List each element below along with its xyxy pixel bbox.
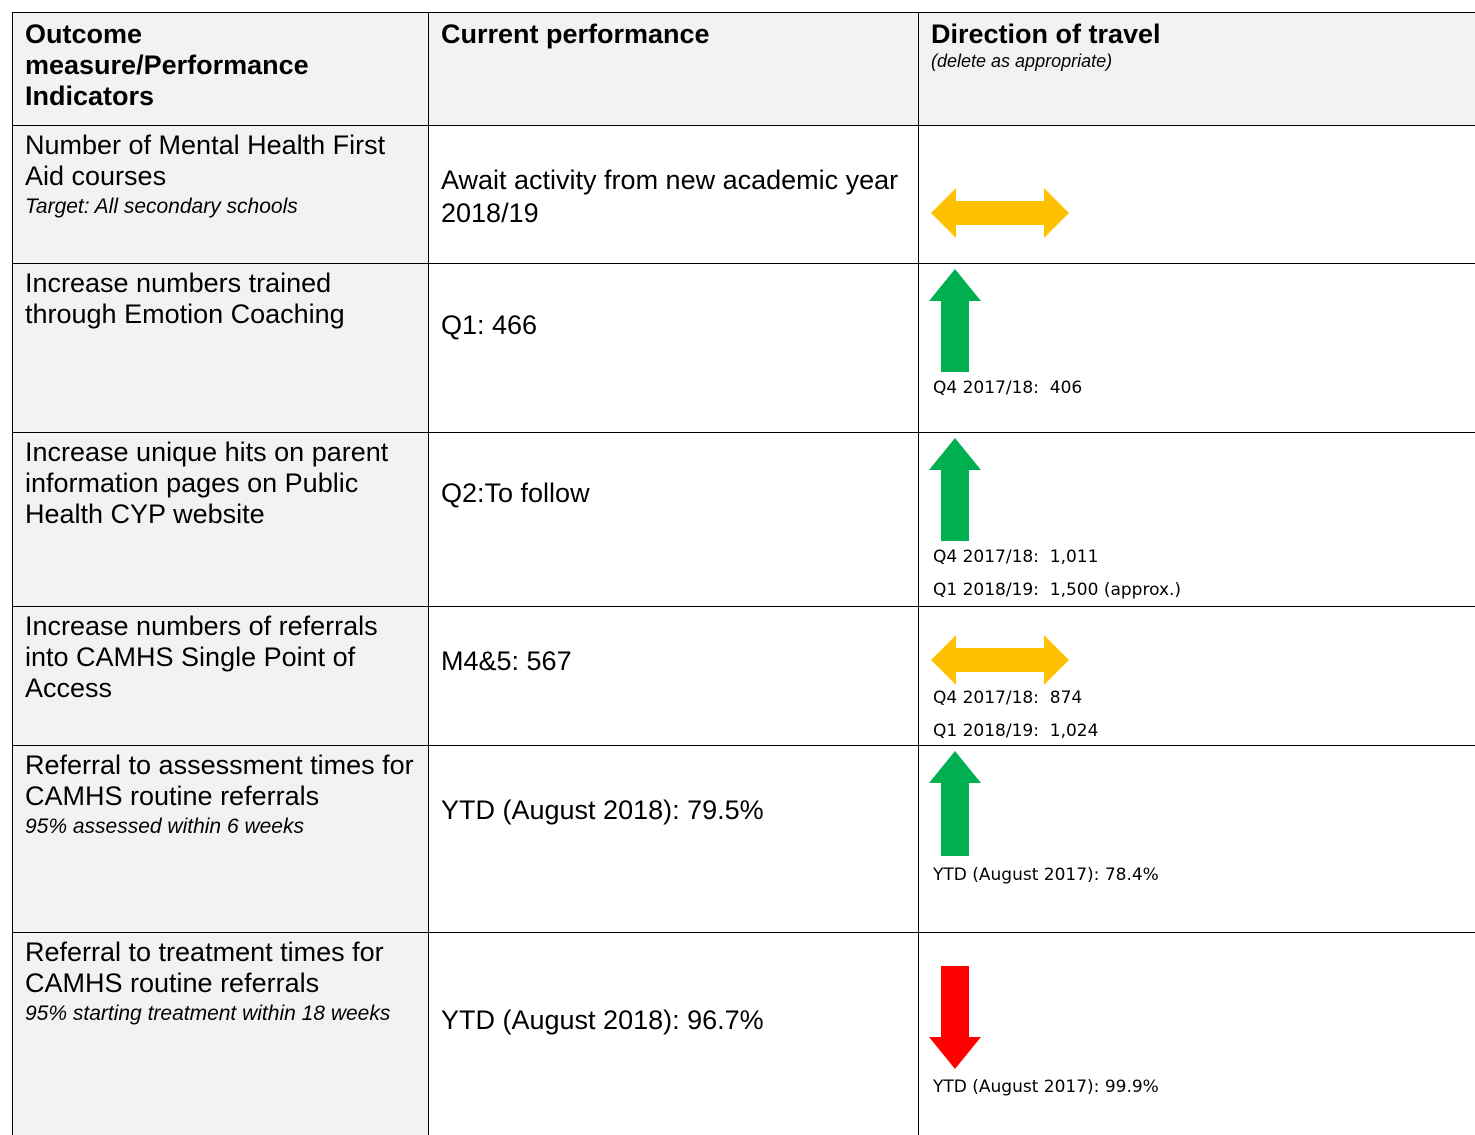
measure: Referral to treatment times for CAMHS ro… [25,937,384,998]
current-cell: YTD (August 2018): 79.5% [428,745,918,932]
direction-cell [918,125,1475,263]
arrow-down [929,966,981,1069]
measure: Increase numbers trained through Emotion… [25,268,345,329]
header-cell: Direction of travel (delete as appropriat… [918,12,1475,125]
measure-cell: Increase numbers of referrals into CAMHS… [12,606,428,745]
target: 95% assessed within 6 weeks [25,815,304,838]
current-cell: Q1: 466 [428,263,918,432]
header-text: Current performance [441,19,710,49]
current-cell: M4&5: 567 [428,606,918,745]
direction-cell: YTD (August 2017): 78.4% [918,745,1475,932]
arrow-up [929,751,981,856]
measure-cell: Referral to assessment times for CAMHS r… [12,745,428,932]
header-cell: Outcome measure/Performance Indicators [12,12,428,125]
measure: Increase numbers of referrals into CAMHS… [25,611,378,703]
current: Q1: 466 [441,310,538,340]
arrow-up [929,438,981,541]
measure: Referral to assessment times for CAMHS r… [25,750,414,811]
target: Target: All secondary schools [25,195,298,218]
note: Q4 2017/18: 874 [933,688,1083,708]
measure-cell: Number of Mental Health First Aid course… [12,125,428,263]
current-cell: Await activity from new academic year 20… [428,125,918,263]
note: YTD (August 2017): 78.4% [933,865,1159,885]
note: Q1 2018/19: 1,500 (approx.) [933,580,1182,600]
measure-cell: Increase numbers trained through Emotion… [12,263,428,432]
arrow-both [931,188,1069,238]
current: YTD (August 2018): 79.5% [441,795,764,825]
measure-cell: Increase unique hits on parent informati… [12,432,428,606]
current: YTD (August 2018): 96.7% [441,1005,764,1035]
direction-cell: Q4 2017/18: 406 [918,263,1475,432]
header-note: (delete as appropriate) [931,51,1113,71]
note: Q4 2017/18: 406 [933,378,1083,398]
current: Q2:To follow [441,478,590,508]
current-cell: YTD (August 2018): 96.7% [428,932,918,1135]
arrow-both [931,635,1069,685]
current: M4&5: 567 [441,646,572,676]
measure: Number of Mental Health First Aid course… [25,130,386,191]
target: 95% starting treatment within 18 weeks [25,1002,391,1025]
measure: Increase unique hits on parent informati… [25,437,389,529]
arrow-up [929,269,981,372]
header-cell: Current performance [428,12,918,125]
current-cell: Q2:To follow [428,432,918,606]
measure-cell: Referral to treatment times for CAMHS ro… [12,932,428,1135]
direction-cell: Q4 2017/18: 1,011 Q1 2018/19: 1,500 (app… [918,432,1475,606]
note: YTD (August 2017): 99.9% [933,1077,1159,1097]
note: Q4 2017/18: 1,011 [933,547,1099,567]
header-text: Outcome measure/Performance Indicators [25,19,309,111]
note: Q1 2018/19: 1,024 [933,721,1099,741]
current: Await activity from new academic year 20… [441,165,899,228]
header-text: Direction of travel [931,19,1161,49]
direction-cell: YTD (August 2017): 99.9% [918,932,1475,1135]
direction-cell: Q4 2017/18: 874 Q1 2018/19: 1,024 [918,606,1475,745]
